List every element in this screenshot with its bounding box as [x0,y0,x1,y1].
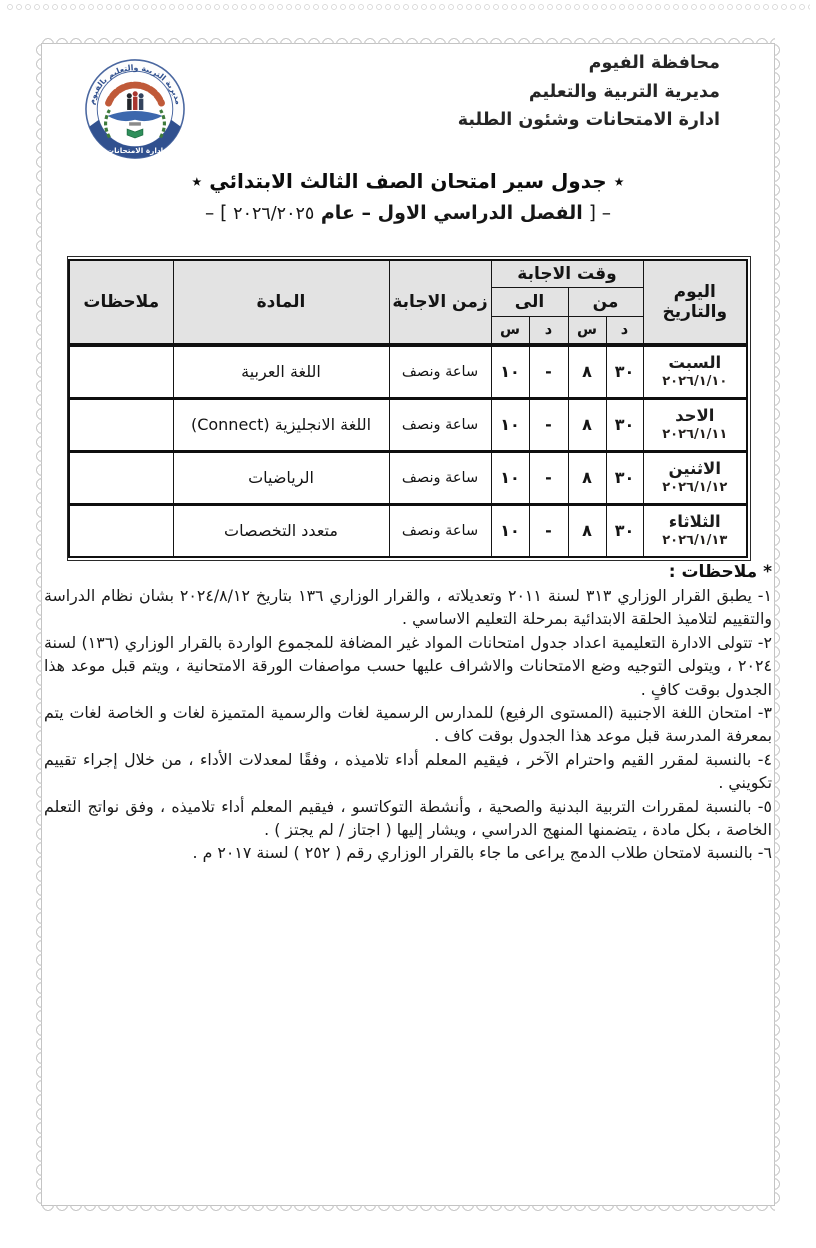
day-name: السبت [668,352,722,372]
note-item-3: ٣- امتحان اللغة الاجنبية (المستوى الرفيع… [44,703,772,746]
col-header-day-date: اليوم والتاريخ [642,259,748,346]
col-header-from-minutes: د [605,316,644,346]
day-name: الاحد [675,405,715,425]
subject-value: الرياضيات [172,450,390,505]
to-hours-value: ١٠ [490,503,530,558]
from-minutes-value: ٣٠ [605,503,644,558]
notes-heading: * ملاحظات : [668,562,772,582]
education-directorate-seal-logo: مديرية التربية والتعليم بالفيوم ادارة ال… [84,57,186,161]
seal-laurel-right [159,109,166,139]
remarks-cell [68,397,174,452]
from-minutes-value: ٣٠ [605,397,644,452]
day-date-cell: الاحد ٢٠٢٦/١/١١ [642,397,748,452]
note-item-2: ٢- تتولى الادارة التعليمية اعداد جدول ام… [44,632,773,699]
day-name: الثلاثاء [668,511,721,531]
col-header-answer-time: وقت الاجابة [490,259,644,288]
from-minutes-value: ٣٠ [605,450,644,505]
col-header-remarks: ملاحظات [68,259,174,346]
notes-section: * ملاحظات : ١- يطبق القرار الوزاري ٣١٣ ل… [44,562,772,865]
administration-line: ادارة الامتحانات وشئون الطلبة [457,110,720,130]
schedule-table: اليوم والتاريخ وقت الاجابة زمن الاجابة ا… [68,259,748,558]
remarks-cell [68,503,174,558]
top-edge-decoration [6,3,810,11]
day-date-cell: الثلاثاء ٢٠٢٦/١/١٣ [642,503,748,558]
day-name: الاثنين [668,458,721,478]
exam-row-sunday: الاحد ٢٠٢٦/١/١١ ٣٠ ٨ - ١٠ ساعة ونصف اللغ… [68,397,748,452]
to-minutes-value: - [528,344,569,399]
frame-scallops-right [774,43,787,1206]
table-header: اليوم والتاريخ وقت الاجابة زمن الاجابة ا… [68,259,748,346]
duration-value: ساعة ونصف [388,450,492,505]
seal-svg: مديرية التربية والتعليم بالفيوم ادارة ال… [85,59,185,159]
subtitle-year: ٢٠٢٦/٢٠٢٥ [233,204,315,224]
table-body: السبت ٢٠٢٦/١/١٠ ٣٠ ٨ - ١٠ ساعة ونصف اللغ… [68,344,748,558]
exam-schedule-table: اليوم والتاريخ وقت الاجابة زمن الاجابة ا… [67,256,751,561]
exam-date: ٢٠٢٦/١/١٢ [662,479,728,495]
duration-value: ساعة ونصف [388,344,492,399]
seal-wave [107,110,163,122]
subtitle-open-bracket: – [ [582,203,612,224]
exam-date: ٢٠٢٦/١/١١ [662,426,728,442]
governorate-line: محافظة الفيوم [588,53,720,73]
subtitle-close-bracket: ] – [204,203,234,224]
seal-book [126,128,144,139]
to-minutes-value: - [528,503,569,558]
frame-scallops-left [29,43,42,1206]
seal-pedestal [129,122,141,126]
seal-laurel-left [104,109,111,139]
from-hours-value: ٨ [567,397,607,452]
seal-orange-arc [105,81,165,107]
note-item-4: ٤- بالنسبة لمقرر القيم واحترام الآخر ، ف… [44,749,772,793]
col-header-subject: المادة [172,259,390,346]
subject-value: اللغة الانجليزية (Connect) [172,397,390,452]
exam-row-tuesday: الثلاثاء ٢٠٢٦/١/١٣ ٣٠ ٨ - ١٠ ساعة ونصف م… [68,503,748,558]
from-hours-value: ٨ [567,450,607,505]
to-hours-value: ١٠ [490,397,530,452]
from-hours-value: ٨ [567,344,607,399]
note-item-1: ١- يطبق القرار الوزاري ٣١٣ لسنة ٢٠١١ وتع… [44,586,773,629]
to-hours-value: ١٠ [490,450,530,505]
remarks-cell [68,450,174,505]
col-header-duration: زمن الاجابة [388,259,492,346]
duration-value: ساعة ونصف [388,503,492,558]
exam-date: ٢٠٢٦/١/١٠ [662,373,728,389]
exam-row-monday: الاثنين ٢٠٢٦/١/١٢ ٣٠ ٨ - ١٠ ساعة ونصف ال… [68,450,748,505]
frame-scallops-top [41,31,775,44]
to-minutes-value: - [528,397,569,452]
to-hours-value: ١٠ [490,344,530,399]
subject-value: متعدد التخصصات [172,503,390,558]
col-header-to-minutes: د [528,316,569,346]
from-minutes-value: ٣٠ [605,344,644,399]
col-header-from-hours: س [567,316,607,346]
document-subtitle: – [ الفصل الدراسي الاول – عام ٢٠٢٦/٢٠٢٥ … [0,202,816,224]
from-hours-value: ٨ [567,503,607,558]
exam-row-saturday: السبت ٢٠٢٦/١/١٠ ٣٠ ٨ - ١٠ ساعة ونصف اللغ… [68,344,748,399]
duration-value: ساعة ونصف [388,397,492,452]
col-header-from: من [567,287,644,317]
seal-bottom-band [89,119,181,158]
organization-header: محافظة الفيوم مديرية التربية والتعليم اد… [458,49,720,135]
directorate-line: مديرية التربية والتعليم [528,81,720,102]
day-date-cell: الاثنين ٢٠٢٦/١/١٢ [642,450,748,505]
remarks-cell [68,344,174,399]
seal-figures [126,91,144,110]
note-item-5: ٥- بالنسبة لمقررات التربية البدنية والصح… [44,796,772,840]
frame-scallops-bottom [41,1205,775,1218]
note-item-6: ٦- بالنسبة لامتحان طلاب الدمج يراعى ما ج… [192,843,772,863]
col-header-to: الى [490,287,569,317]
exam-date: ٢٠٢٦/١/١٣ [662,532,728,548]
to-minutes-value: - [528,450,569,505]
col-header-to-hours: س [490,316,530,346]
seal-ring-bottom-text: ادارة الامتحانات [107,146,163,155]
subtitle-semester: الفصل الدراسي الاول – عام [314,202,583,224]
document-title: ٭ جدول سير امتحان الصف الثالث الابتدائي … [191,169,625,193]
subject-value: اللغة العربية [172,344,390,399]
day-date-cell: السبت ٢٠٢٦/١/١٠ [642,344,748,399]
